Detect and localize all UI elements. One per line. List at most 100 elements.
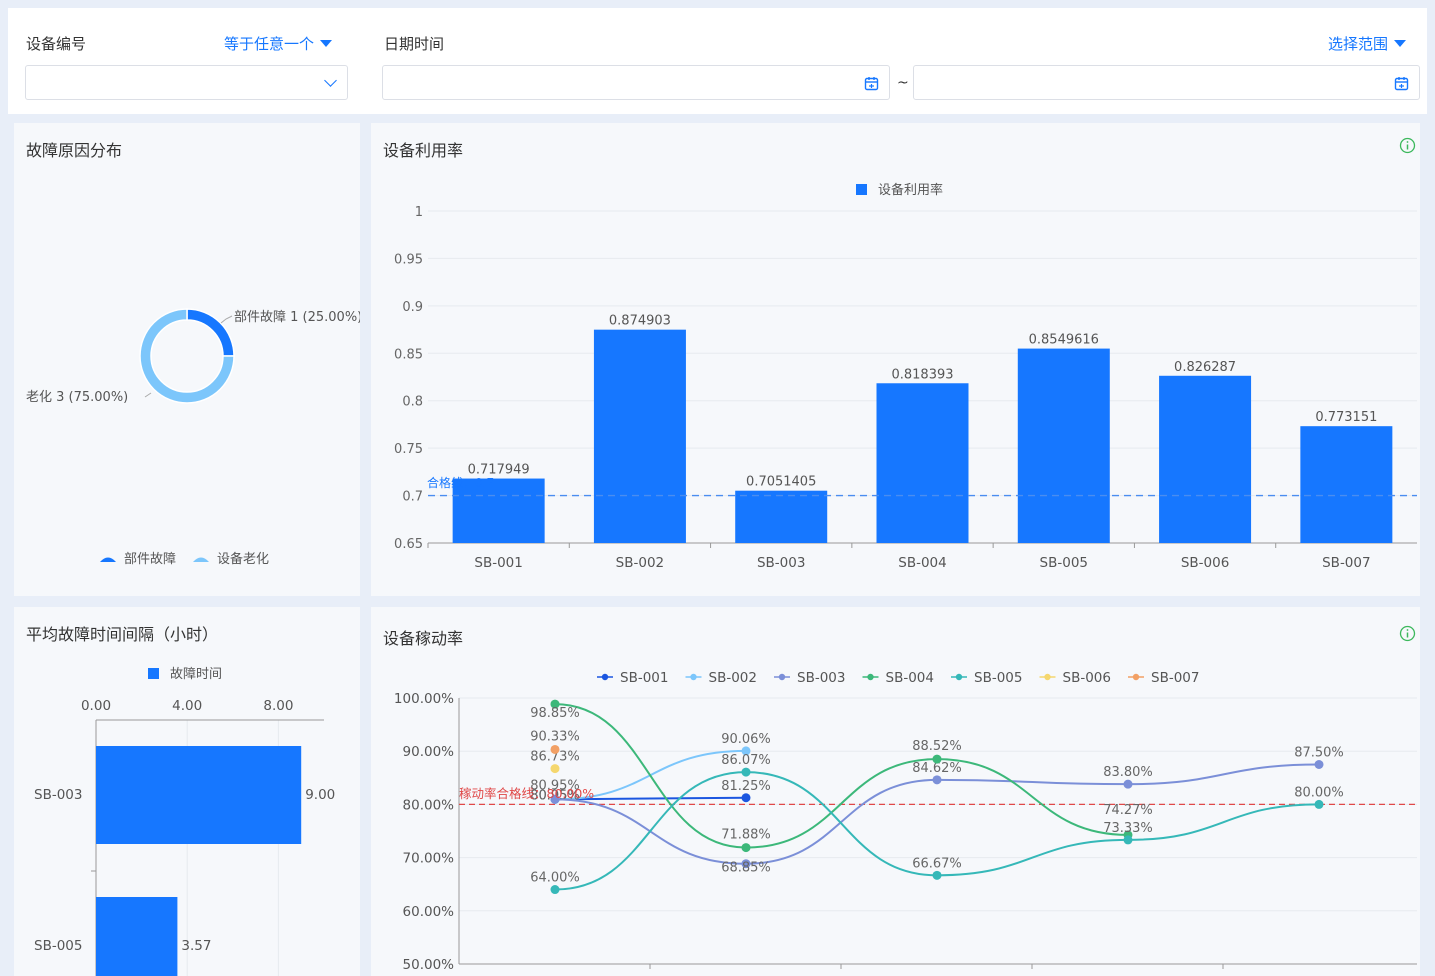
y-tick-label: 0.65 — [394, 537, 423, 552]
data-point[interactable] — [1123, 835, 1133, 845]
data-label: 98.85% — [530, 706, 580, 721]
data-point[interactable] — [932, 870, 942, 880]
series-line-sb-005[interactable] — [554, 771, 1320, 891]
x-tick-label: SB-001 — [474, 555, 522, 571]
date-operator-label: 选择范围 — [1328, 35, 1389, 53]
legend-label: 部件故障 — [124, 552, 176, 567]
legend-label: SB-003 — [797, 670, 845, 686]
data-label: 74.27% — [1103, 803, 1153, 818]
bar-sb-005[interactable] — [1017, 348, 1110, 543]
y-tick-label: 60.00% — [403, 904, 455, 920]
info-icon[interactable] — [1399, 625, 1416, 642]
legend-item-sb-004[interactable]: SB-004 — [862, 670, 934, 686]
pie-slice[interactable] — [186, 308, 235, 357]
data-point[interactable] — [741, 859, 751, 869]
slice-label-aging: 老化 3 (75.00%) — [26, 390, 128, 405]
data-point[interactable] — [1314, 760, 1324, 769]
legend-item-sb-006[interactable]: SB-006 — [1039, 670, 1111, 686]
data-label: 66.67% — [912, 856, 962, 871]
y-tick-label: 1 — [415, 205, 423, 220]
bar-sb-007[interactable] — [1300, 426, 1393, 543]
bar-value-label: 0.8549616 — [1029, 333, 1099, 348]
date-range-separator: ~ — [897, 75, 909, 91]
calendar-icon[interactable] — [1394, 76, 1409, 91]
pie-slice[interactable] — [139, 308, 235, 404]
series-line-sb-004[interactable] — [554, 703, 1129, 849]
fault-reason-title: 故障原因分布 — [26, 141, 123, 160]
data-point[interactable] — [932, 775, 942, 785]
mtbf-card: 平均故障时间间隔（小时） 故障时间 0.00 4.00 8.00 SB-003 9.00… — [14, 607, 360, 976]
qualified-line-label: 合格线：0.7 — [427, 475, 494, 490]
data-point[interactable] — [932, 754, 942, 764]
legend-label: 设备利用率 — [878, 182, 943, 198]
y-tick-label: 0.8 — [402, 395, 423, 410]
legend-marker-icon — [1044, 673, 1051, 681]
series-line-sb-003[interactable] — [554, 763, 1320, 865]
series-line-sb-001[interactable] — [554, 796, 747, 801]
mobility-chart: SB-001 SB-002 SB-003 SB-004 SB-005 SB-006 SB-0… — [394, 670, 1417, 973]
data-point[interactable] — [741, 767, 751, 777]
data-point[interactable] — [550, 885, 560, 895]
x-tick-label: 0.00 — [81, 698, 111, 714]
data-point[interactable] — [1123, 779, 1133, 789]
legend-label: SB-006 — [1063, 670, 1111, 686]
x-tick-label: SB-003 — [757, 555, 805, 571]
end-date-input[interactable] — [913, 65, 1420, 100]
mobility-title: 设备稼动率 — [383, 629, 464, 648]
data-point[interactable] — [550, 794, 560, 804]
hbar-sb-003[interactable] — [96, 746, 302, 844]
legend-marker-icon — [601, 673, 609, 681]
date-operator-dropdown[interactable]: 选择范围 — [1328, 33, 1407, 54]
device-filter-label: 设备编号 — [26, 35, 87, 53]
x-tick-label: 4.00 — [172, 698, 202, 714]
bar-sb-002[interactable] — [593, 329, 686, 543]
label-leader-line — [144, 392, 152, 398]
data-label: 71.88% — [721, 828, 771, 843]
data-point[interactable] — [741, 843, 751, 853]
legend-marker-icon — [778, 673, 786, 681]
data-label: 64.00% — [530, 871, 580, 886]
filter-bar: 设备编号 等于任意一个 日期时间 选择范围 ~ — [8, 8, 1427, 114]
x-tick-label: 8.00 — [263, 698, 293, 714]
legend-item-sb-002[interactable]: SB-002 — [685, 670, 757, 686]
data-point[interactable] — [550, 764, 560, 774]
y-tick-label: 50.00% — [403, 957, 455, 973]
legend-item-sb-003[interactable]: SB-003 — [774, 670, 845, 686]
legend-item-sb-005[interactable]: SB-005 — [951, 670, 1022, 686]
data-point[interactable] — [550, 699, 560, 709]
data-point[interactable] — [1314, 799, 1324, 809]
data-point[interactable] — [741, 793, 751, 803]
data-point[interactable] — [550, 744, 560, 754]
device-select[interactable] — [25, 65, 348, 100]
calendar-icon[interactable] — [864, 76, 879, 91]
legend-item-sb-001[interactable]: SB-001 — [597, 670, 668, 686]
bar-sb-001[interactable] — [452, 478, 545, 543]
y-tick-label: 80.00% — [403, 797, 455, 813]
bar-sb-003[interactable] — [735, 490, 828, 543]
data-label: 83.80% — [1103, 765, 1153, 780]
legend-item-sb-007[interactable]: SB-007 — [1128, 670, 1199, 686]
legend-item-utilization[interactable]: 设备利用率 — [856, 182, 943, 198]
data-point[interactable] — [741, 746, 751, 756]
bar-value-label: 0.826287 — [1174, 360, 1236, 375]
utilization-title: 设备利用率 — [383, 141, 464, 160]
bar-sb-004[interactable] — [876, 383, 969, 543]
utilization-chart: 设备利用率 1 0.95 0.9 0.85 0.8 0.75 0.7 0.65 0.717949… — [394, 182, 1417, 571]
legend-marker-icon — [856, 184, 867, 195]
y-tick-label: 0.95 — [394, 252, 423, 267]
legend-item-component-fault[interactable]: 部件故障 — [100, 552, 176, 567]
legend-label: 故障时间 — [170, 667, 222, 682]
start-date-input[interactable] — [382, 65, 890, 100]
date-filter-label: 日期时间 — [384, 35, 445, 53]
info-icon[interactable] — [1399, 137, 1416, 154]
bar-value-label: 3.57 — [181, 938, 211, 954]
bar-value-label: 0.818393 — [891, 367, 953, 382]
bar-value-label: 0.717949 — [468, 463, 530, 478]
data-label: 90.06% — [721, 732, 771, 747]
bar-sb-006[interactable] — [1159, 375, 1252, 543]
hbar-sb-005[interactable] — [96, 897, 178, 976]
legend-item-fault-time[interactable]: 故障时间 — [148, 667, 222, 682]
device-operator-dropdown[interactable]: 等于任意一个 — [224, 33, 333, 54]
data-label: 88.52% — [912, 739, 962, 754]
legend-item-aging[interactable]: 设备老化 — [193, 551, 269, 567]
